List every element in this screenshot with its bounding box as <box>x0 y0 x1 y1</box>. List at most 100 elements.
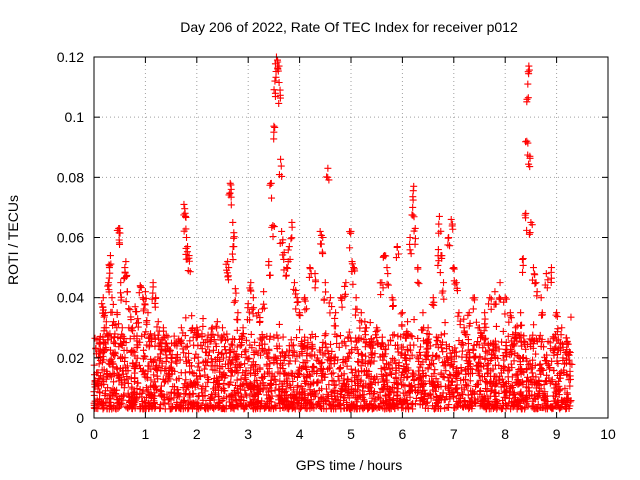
data-point <box>421 351 429 359</box>
data-point <box>336 393 344 401</box>
data-point <box>310 387 318 395</box>
data-point <box>107 334 115 342</box>
data-point <box>301 336 309 344</box>
data-point <box>408 381 416 389</box>
data-point <box>122 367 130 375</box>
data-point <box>271 402 279 410</box>
data-point <box>516 365 524 373</box>
data-point <box>95 348 103 356</box>
data-point <box>377 365 385 373</box>
data-point <box>353 305 361 313</box>
data-point <box>270 333 278 341</box>
data-point <box>305 371 313 379</box>
x-tick-label: 7 <box>450 426 458 442</box>
data-point <box>143 341 151 349</box>
y-tick-label: 0 <box>76 410 84 426</box>
data-point <box>266 397 274 405</box>
data-point <box>422 371 430 379</box>
data-point <box>398 321 406 329</box>
data-point <box>320 295 328 303</box>
data-point <box>255 385 263 393</box>
data-point <box>172 353 180 361</box>
data-point <box>318 249 326 257</box>
data-point <box>158 359 166 367</box>
data-point <box>142 384 150 392</box>
data-point <box>292 305 300 313</box>
data-point <box>472 318 480 326</box>
data-point <box>274 334 282 342</box>
data-point <box>200 365 208 373</box>
data-point <box>462 370 470 378</box>
data-point <box>453 287 461 295</box>
data-point <box>199 315 207 323</box>
data-point <box>213 324 221 332</box>
data-point <box>173 376 181 384</box>
data-point <box>557 339 565 347</box>
data-point <box>117 279 125 287</box>
data-point <box>199 358 207 366</box>
data-point <box>295 370 303 378</box>
data-point <box>481 320 489 328</box>
data-point <box>135 361 143 369</box>
data-point <box>113 364 121 372</box>
data-point <box>507 337 515 345</box>
data-point <box>338 371 346 379</box>
data-point <box>227 193 235 201</box>
data-point <box>384 341 392 349</box>
data-point <box>537 294 545 302</box>
data-point <box>465 397 473 405</box>
data-point <box>180 200 188 208</box>
data-point <box>546 379 554 387</box>
data-point <box>182 353 190 361</box>
data-point <box>122 298 130 306</box>
data-point <box>459 403 467 411</box>
data-point <box>154 318 162 326</box>
data-point <box>184 405 192 413</box>
data-point <box>139 366 147 374</box>
data-point <box>330 360 338 368</box>
data-point <box>117 293 125 301</box>
data-point <box>156 350 164 358</box>
data-point <box>410 213 418 221</box>
data-point <box>250 304 258 312</box>
data-point <box>504 364 512 372</box>
grid <box>94 57 608 418</box>
data-point <box>116 229 124 237</box>
data-point <box>323 390 331 398</box>
data-point <box>284 265 292 273</box>
data-point <box>109 351 117 359</box>
data-point <box>223 330 231 338</box>
data-point <box>207 325 215 333</box>
data-point <box>194 403 202 411</box>
data-point <box>309 379 317 387</box>
data-point <box>294 382 302 390</box>
data-point <box>467 387 475 395</box>
data-point <box>136 283 144 291</box>
data-point <box>311 392 319 400</box>
data-point <box>351 311 359 319</box>
data-point <box>268 194 276 202</box>
data-point <box>451 404 459 412</box>
data-point <box>551 392 559 400</box>
data-point <box>380 381 388 389</box>
data-point <box>359 358 367 366</box>
data-point <box>181 380 189 388</box>
data-point <box>366 319 374 327</box>
data-point <box>269 221 277 229</box>
data-point <box>113 365 121 373</box>
data-point <box>272 355 280 363</box>
data-point <box>96 389 104 397</box>
data-point <box>134 379 142 387</box>
data-point <box>564 350 572 358</box>
data-point <box>266 181 274 189</box>
data-point <box>367 379 375 387</box>
data-point <box>477 363 485 371</box>
data-point <box>115 403 123 411</box>
data-point <box>177 398 185 406</box>
data-point <box>175 393 183 401</box>
data-point <box>250 351 258 359</box>
data-point <box>321 340 329 348</box>
data-point <box>541 281 549 289</box>
data-point <box>110 378 118 386</box>
data-point <box>106 252 114 260</box>
